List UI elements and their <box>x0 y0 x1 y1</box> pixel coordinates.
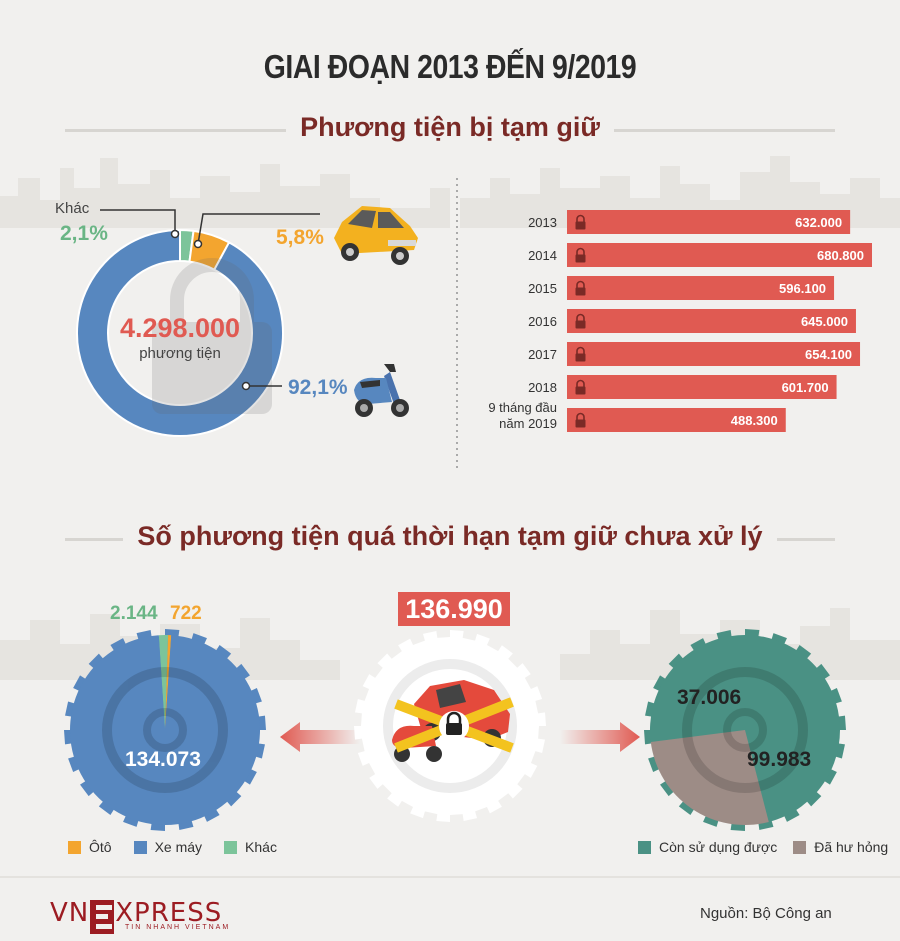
bar-category-label: 2017 <box>528 347 557 362</box>
section-title-impounded: Phương tiện bị tạm giữ <box>0 112 900 143</box>
column-divider <box>456 178 458 468</box>
section-title-overdue: Số phương tiện quá thời hạn tạm giữ chưa… <box>0 521 900 552</box>
right-slices-slice-1 <box>650 730 769 825</box>
legend-item: Xe máy <box>133 839 203 855</box>
bar-value-label: 654.100 <box>805 347 852 362</box>
bar-lock-icon <box>575 214 586 230</box>
bar-2014 <box>567 243 872 267</box>
arrow-right-icon <box>560 722 640 752</box>
donut-total-unit: phương tiện <box>139 345 221 362</box>
legend-label: Đã hư hỏng <box>814 839 889 855</box>
logo-suffix: XPRESS <box>115 898 223 928</box>
center-gear-illustration <box>354 630 546 822</box>
donut-other-label: Khác <box>55 200 90 217</box>
legend-swatch <box>68 840 81 854</box>
source-note: Nguồn: Bộ Công an <box>700 905 832 922</box>
legend-label: Ôtô <box>89 839 112 855</box>
impounded-vehicles-icon <box>392 680 514 762</box>
legend-item: Khác <box>224 839 277 855</box>
legend-swatch <box>793 840 807 854</box>
bar-2013 <box>567 210 851 234</box>
leader-line-other <box>100 209 176 234</box>
vnexpress-logo: VN XPRESS <box>50 898 223 934</box>
bar-2016 <box>567 309 856 333</box>
legend-swatch <box>638 840 651 854</box>
bar-value-label: 601.700 <box>782 380 829 395</box>
legend-vehicle-type: Ôtô Xe máy Khác <box>68 839 277 855</box>
bar-9-tháng-đầu-năm-2019 <box>567 408 786 432</box>
donut-other-pct: 2,1% <box>60 222 108 245</box>
bar-2015 <box>567 276 835 300</box>
wheel-watermark-icon <box>102 667 228 793</box>
legend-swatch <box>224 840 238 854</box>
legend-item: Ôtô <box>68 839 112 855</box>
legend-label: Khác <box>245 839 277 855</box>
left-slices-slice-1 <box>158 635 169 730</box>
bar-value-label: 645.000 <box>801 314 848 329</box>
left-slices-slice-2 <box>165 635 172 730</box>
bar-lock-icon <box>575 313 586 329</box>
donut-slice-2 <box>76 228 284 437</box>
impounded-donut-chart <box>76 209 320 437</box>
bar-value-label: 488.300 <box>731 413 778 428</box>
bar-category-label: 2015 <box>528 281 557 296</box>
bar-value-label: 596.100 <box>779 281 826 296</box>
right-pie-usable-label: 99.983 <box>747 748 812 771</box>
car-icon <box>334 206 418 265</box>
bar-lock-icon <box>575 379 586 395</box>
bar-2017 <box>567 342 861 366</box>
overdue-total-badge: 136.990 <box>398 592 510 626</box>
left-pie-motorbike-label: 134.073 <box>125 748 201 771</box>
legend-item: Đã hư hỏng <box>793 839 888 855</box>
left-slices-slice-0 <box>70 635 261 825</box>
logo-prefix: VN <box>50 898 90 928</box>
bar-2018 <box>567 375 837 399</box>
legend-condition: Còn sử dụng được Đã hư hỏng <box>638 839 888 855</box>
arrow-left-icon <box>280 722 360 752</box>
bar-category-label: 2016 <box>528 314 557 329</box>
wheel-watermark-icon-right <box>682 667 808 793</box>
logo-tagline: TIN NHANH VIETNAM <box>125 924 231 931</box>
bar-lock-icon <box>575 247 586 263</box>
bar-lock-icon <box>575 346 586 362</box>
bar-category-label: 2013 <box>528 215 557 230</box>
donut-total-value: 4.298.000 <box>119 313 241 343</box>
scooter-icon <box>354 364 409 417</box>
legend-swatch <box>133 840 147 854</box>
left-pie-other-label: 2.144 <box>110 603 158 624</box>
bar-category-label: 2018 <box>528 380 557 395</box>
bar-category-label: 2014 <box>528 248 557 263</box>
left-pie-car-label: 722 <box>170 603 202 624</box>
bar-lock-icon <box>575 280 586 296</box>
legend-item: Còn sử dụng được <box>638 839 777 855</box>
right-slices-slice-0 <box>650 635 840 822</box>
right-pie-damaged-label: 37.006 <box>677 686 742 709</box>
yearly-bar-chart: 632.000 2013 680.800 2014 596.100 2015 645.000… <box>488 210 872 432</box>
footer-divider <box>0 876 900 878</box>
leader-line-car <box>197 213 320 245</box>
page-title: GIAI ĐOẠN 2013 ĐẾN 9/2019 <box>263 48 637 85</box>
left-vehicle-type-pie <box>64 629 266 831</box>
right-condition-pie <box>644 629 846 831</box>
bar-category-label: 9 tháng đầu năm 2019 <box>488 400 557 431</box>
donut-car-pct: 5,8% <box>276 226 324 249</box>
bar-value-label: 680.800 <box>817 248 864 263</box>
logo-e-icon <box>90 900 115 934</box>
padlock-watermark-icon <box>152 258 272 414</box>
bar-lock-icon <box>575 412 586 428</box>
bar-value-label: 632.000 <box>795 215 842 230</box>
legend-label: Xe máy <box>154 839 203 855</box>
donut-motorbike-pct: 92,1% <box>288 376 348 399</box>
legend-label: Còn sử dụng được <box>659 839 778 855</box>
